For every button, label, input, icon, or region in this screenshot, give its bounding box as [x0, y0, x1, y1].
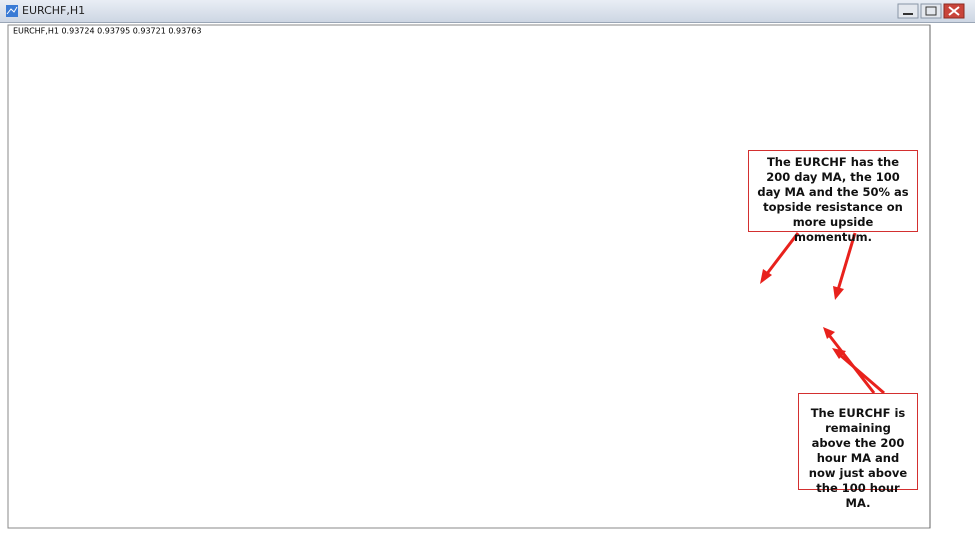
window-buttons[interactable]: [897, 2, 967, 20]
chart: EURCHF,H1 0.93724 0.93795 0.93721 0.9376…: [7, 24, 931, 529]
symbol-header: EURCHF,H1 0.93724 0.93795 0.93721 0.9376…: [13, 27, 201, 36]
annotation: The EURCHF has the 200 day MA, the 100 d…: [748, 150, 918, 244]
plot-frame: [7, 24, 931, 529]
title-bar: EURCHF,H1: [0, 0, 975, 23]
window-title: EURCHF,H1: [22, 4, 86, 17]
arrows: [760, 232, 885, 395]
annotation: The EURCHF is remaining above the 200 ho…: [798, 393, 918, 510]
app-icon: [6, 5, 18, 17]
